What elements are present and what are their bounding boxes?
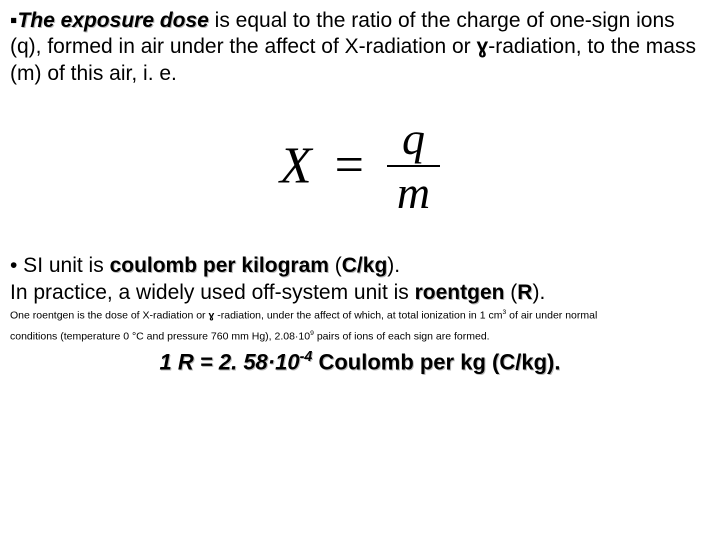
roentgen-open: ( [504,281,517,304]
si-close: ). [387,254,400,277]
fine-2b: pairs of ions of each sign are formed. [314,330,490,342]
unit-paragraph: • SI unit is coulomb per kilogram (C/kg)… [10,253,710,306]
roentgen-definition-line2: conditions (temperature 0 °С and pressur… [10,329,710,344]
si-open: ( [329,254,342,277]
roentgen-definition-line1: One roentgen is the dose of X-radiation … [10,308,710,323]
fine-1a: One roentgen is the dose of X-radiation … [10,309,208,321]
roentgen-name: roentgen [415,281,505,304]
conv-lhs: 1 R = 2. 58 [160,350,268,375]
roentgen-pre: In practice, a widely used off-system un… [10,281,415,304]
definition-paragraph: ▪The exposure dose is equal to the ratio… [10,8,710,87]
formula-equals: = [335,137,364,194]
fine-1c: of air under normal [506,309,597,321]
si-unit-symbol: C/kg [342,254,388,277]
gamma-symbol: ɣ [477,35,489,58]
si-pre: • SI unit is [10,254,110,277]
roentgen-symbol: R [517,281,532,304]
formula-numerator: q [387,115,440,163]
fine-2a: conditions (temperature 0 °С and pressur… [10,330,310,342]
conversion-line: 1 R = 2. 58·10-4 Coulomb per kg (C/kg). [10,349,710,375]
si-unit-name: coulomb per kilogram [110,254,329,277]
formula-lhs: X [280,137,312,194]
fine-1b: -radiation, under the affect of which, a… [214,309,502,321]
formula-fraction: q m [387,115,440,218]
roentgen-close: ). [532,281,545,304]
conv-rhs: Coulomb per kg (C/kg). [312,350,560,375]
formula-denominator: m [387,169,440,217]
formula-block: X = q m [10,115,710,218]
term-exposure-dose: The exposure dose [17,9,208,32]
conv-exp: -4 [300,349,313,365]
conv-ten: 10 [275,350,299,375]
